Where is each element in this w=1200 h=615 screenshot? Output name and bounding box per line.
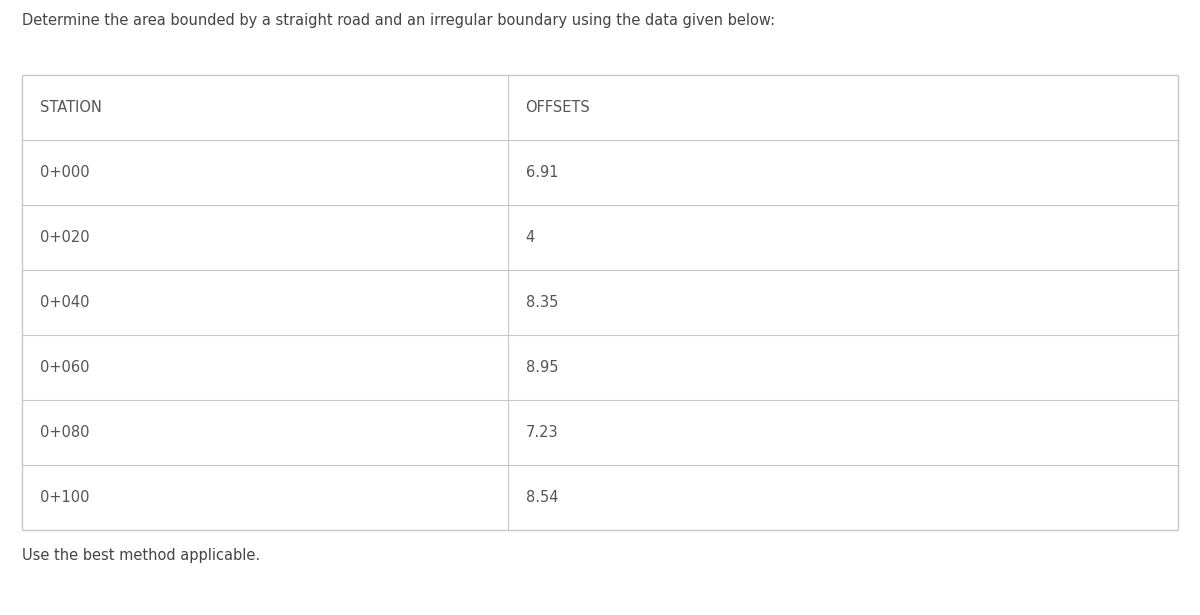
Text: 0+000: 0+000 (40, 165, 90, 180)
Text: 8.54: 8.54 (526, 490, 558, 505)
Text: 7.23: 7.23 (526, 425, 558, 440)
Text: Use the best method applicable.: Use the best method applicable. (22, 548, 260, 563)
Text: OFFSETS: OFFSETS (526, 100, 590, 115)
Text: 0+080: 0+080 (40, 425, 90, 440)
Text: 6.91: 6.91 (526, 165, 558, 180)
Text: STATION: STATION (40, 100, 102, 115)
Text: 8.95: 8.95 (526, 360, 558, 375)
Text: Determine the area bounded by a straight road and an irregular boundary using th: Determine the area bounded by a straight… (22, 13, 775, 28)
Text: 0+060: 0+060 (40, 360, 90, 375)
Text: 0+020: 0+020 (40, 230, 90, 245)
Text: 0+100: 0+100 (40, 490, 90, 505)
Text: 8.35: 8.35 (526, 295, 558, 310)
Text: 0+040: 0+040 (40, 295, 90, 310)
Text: 4: 4 (526, 230, 535, 245)
